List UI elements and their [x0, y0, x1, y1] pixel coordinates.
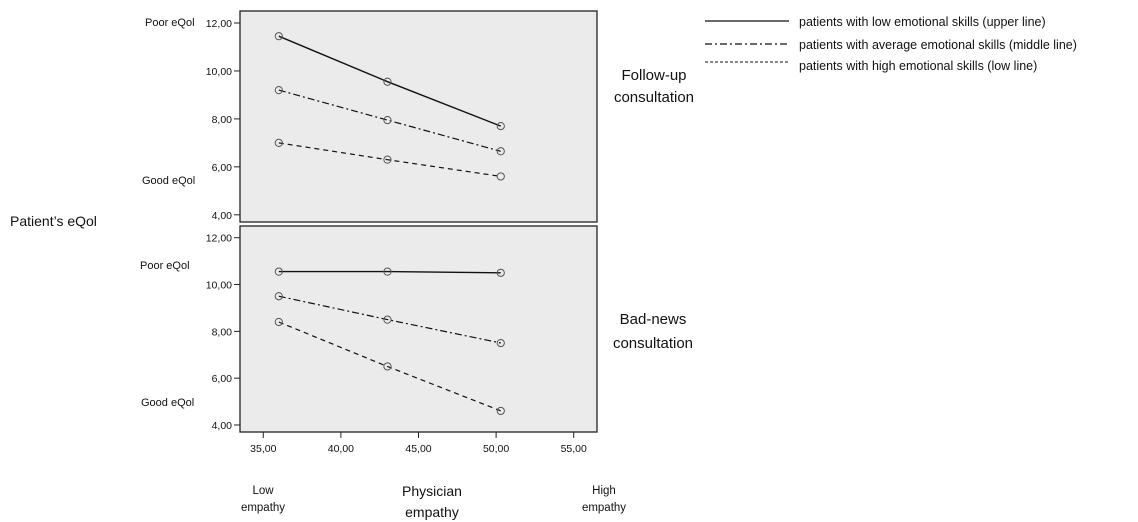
series-line-dashed: [278, 142, 501, 177]
data-point: [496, 268, 505, 277]
series-line-dashdot: [278, 89, 501, 152]
y-tick-label: 6,00: [212, 373, 233, 385]
y-tick-label: 4,00: [212, 210, 233, 222]
x-tick-label: 55,00: [561, 443, 587, 455]
legend-label: patients with low emotional skills (uppe…: [799, 15, 1046, 29]
y-tick-label: 4,00: [212, 420, 233, 432]
panel-label-line1: Follow-up: [621, 67, 686, 84]
x-tick-label: 40,00: [328, 443, 354, 455]
x-axis: 35,00 40,00 45,00 50,00 55,00: [250, 432, 587, 455]
panel-follow-up: 12,00 10,00 8,00 6,00 4,00 Poor eQol Good eQ…: [142, 10, 694, 223]
y-axis: 12,00 10,00 8,00 6,00 4,00: [206, 18, 240, 222]
data-point: [496, 147, 505, 156]
data-point: [496, 338, 505, 348]
series-line-dashed: [278, 321, 502, 412]
legend: patients with low emotional skills (uppe…: [705, 15, 1077, 73]
series-line-solid: [278, 270, 501, 274]
data-point: [274, 32, 283, 41]
y-tick-label: 12,00: [206, 233, 232, 245]
y-axis: 12,00 10,00 8,00 6,00 4,00: [206, 233, 240, 432]
data-point: [383, 362, 392, 371]
high-empathy-line2: empathy: [582, 502, 626, 514]
panel-label-line2: consultation: [613, 335, 693, 352]
y-tick-label: 6,00: [212, 162, 233, 174]
good-eqol-annotation: Good eQol: [141, 397, 194, 409]
data-point: [274, 138, 283, 147]
good-eqol-annotation: Good eQol: [142, 175, 195, 187]
panel-label-line2: consultation: [614, 89, 694, 106]
plot-area: [239, 225, 598, 433]
x-tick-label: 50,00: [483, 443, 509, 455]
y-axis-title: Patient’s eQol: [10, 213, 97, 229]
y-tick-label: 8,00: [212, 114, 233, 126]
series-group: [274, 32, 505, 181]
data-point: [383, 315, 392, 324]
x-axis-title-line1: Physician: [402, 483, 462, 499]
legend-label: patients with high emotional skills (low…: [799, 59, 1037, 73]
data-point: [383, 115, 392, 125]
high-empathy-line1: High: [592, 485, 616, 497]
x-tick-label: 35,00: [250, 443, 276, 455]
y-tick-label: 10,00: [206, 280, 232, 292]
data-point: [383, 155, 392, 164]
low-empathy-line2: empathy: [241, 502, 285, 514]
y-tick-label: 8,00: [212, 326, 233, 338]
panel-bad-news: 12,00 10,00 8,00 6,00 4,00 35,00 40,00 45,00 50…: [140, 225, 693, 455]
data-point: [496, 121, 505, 131]
data-point: [383, 267, 392, 276]
data-point: [274, 86, 283, 95]
data-point: [274, 292, 283, 301]
panel-label-line1: Bad-news: [620, 311, 687, 328]
plot-area: [239, 10, 598, 223]
low-empathy-line1: Low: [252, 485, 274, 497]
data-point: [496, 406, 505, 416]
legend-label: patients with average emotional skills (…: [799, 38, 1077, 52]
series-group: [274, 267, 505, 416]
data-point: [383, 77, 392, 86]
poor-eqol-annotation: Poor eQol: [145, 17, 195, 29]
data-point: [496, 172, 505, 181]
y-tick-label: 10,00: [206, 66, 232, 78]
x-tick-label: 45,00: [405, 443, 431, 455]
series-line-solid: [278, 35, 502, 127]
y-tick-label: 12,00: [206, 18, 232, 30]
series-line-dashdot: [278, 295, 501, 344]
poor-eqol-annotation: Poor eQol: [140, 260, 190, 272]
x-axis-title-line2: empathy: [405, 504, 459, 520]
data-point: [274, 317, 283, 327]
data-point: [274, 267, 283, 276]
